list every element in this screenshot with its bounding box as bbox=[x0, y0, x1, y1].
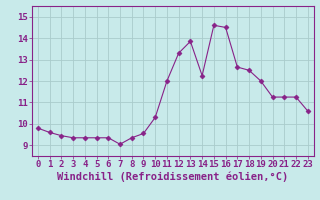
X-axis label: Windchill (Refroidissement éolien,°C): Windchill (Refroidissement éolien,°C) bbox=[57, 172, 288, 182]
